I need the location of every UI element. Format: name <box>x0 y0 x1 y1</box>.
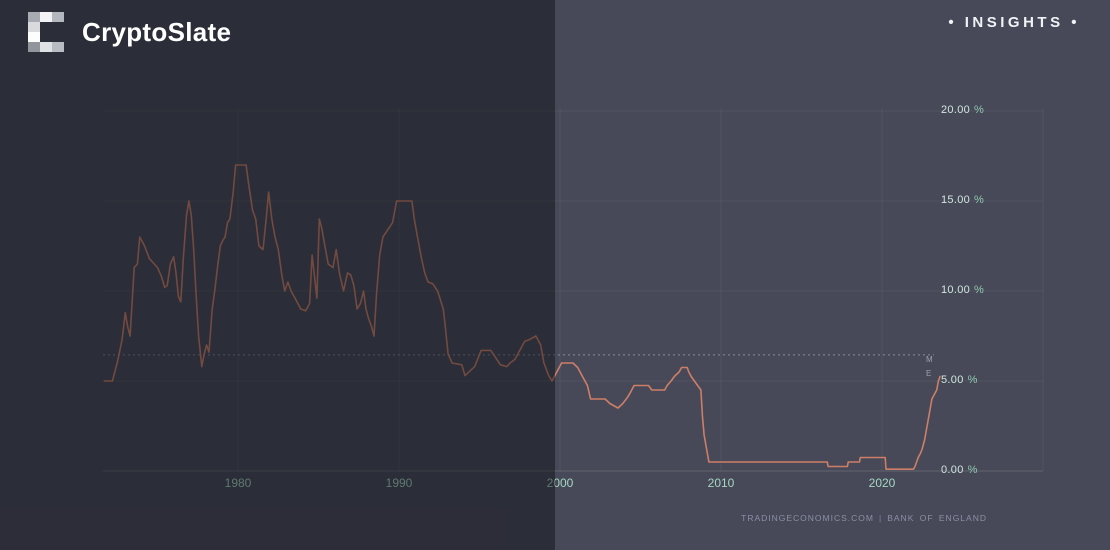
x-tick-label: 1990 <box>385 476 413 490</box>
y-tick-number: 15.00 <box>941 194 971 206</box>
percent-sign: % <box>967 374 978 386</box>
brand-title: CryptoSlate <box>82 17 232 47</box>
percent-sign: % <box>974 104 985 116</box>
edge-marker-letter: E <box>926 369 932 378</box>
y-tick-number: 10.00 <box>941 284 971 296</box>
y-tick-number: 5.00 <box>941 374 964 386</box>
rate-line-series <box>103 164 941 471</box>
x-tick-label: 2020 <box>868 476 896 490</box>
x-tick-label: 2000 <box>546 476 574 490</box>
chart-attribution: TRADINGECONOMICS.COM | BANK OF ENGLAND <box>741 513 987 523</box>
edge-marker-letter: M <box>926 355 933 364</box>
y-tick-label: 0.00% <box>941 464 978 476</box>
y-tick-number: 20.00 <box>941 104 971 116</box>
y-tick-number: 0.00 <box>941 464 964 476</box>
y-tick-label: 15.00% <box>941 194 984 206</box>
y-tick-label: 5.00% <box>941 374 978 386</box>
percent-sign: % <box>974 194 985 206</box>
dark-overlay-panel <box>0 0 555 550</box>
x-tick-label: 2010 <box>707 476 735 490</box>
insights-badge: • INSIGHTS • <box>948 14 1080 31</box>
percent-sign: % <box>974 284 985 296</box>
gridlines <box>103 108 1044 472</box>
y-tick-label: 10.00% <box>941 284 984 296</box>
cryptoslate-logo-icon <box>28 12 64 52</box>
attribution-separator: | <box>879 513 883 523</box>
y-tick-label: 20.00% <box>941 104 984 116</box>
brand-header: CryptoSlate <box>28 12 231 52</box>
attribution-provider: BANK OF ENGLAND <box>887 513 987 523</box>
attribution-source: TRADINGECONOMICS.COM <box>741 513 874 523</box>
x-tick-label: 1980 <box>224 476 252 490</box>
percent-sign: % <box>967 464 978 476</box>
